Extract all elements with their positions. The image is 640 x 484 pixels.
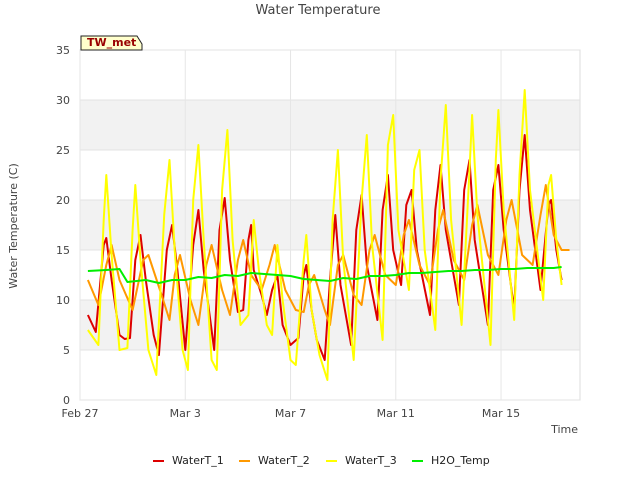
legend-item: WaterT_3: [326, 454, 397, 467]
legend-label: WaterT_1: [172, 454, 224, 467]
x-tick-label: Mar 3: [170, 407, 201, 420]
series-line-h2o-temp: [87, 266, 562, 284]
y-tick-label: 10: [56, 294, 70, 307]
chart-title: Water Temperature: [256, 3, 381, 18]
series-line-watert-3: [87, 89, 563, 381]
grid-band: [80, 100, 580, 150]
y-axis-label: Water Temperature (C): [7, 163, 20, 288]
y-tick-label: 25: [56, 144, 70, 157]
x-tick-label: Mar 11: [377, 407, 415, 420]
legend: WaterT_1 WaterT_2 WaterT_3 H2O_Temp: [153, 454, 490, 467]
legend-label: WaterT_2: [258, 454, 310, 467]
legend-item: WaterT_1: [153, 454, 224, 467]
legend-label: WaterT_3: [345, 454, 397, 467]
y-tick-label: 35: [56, 44, 70, 57]
legend-label: H2O_Temp: [431, 454, 490, 467]
site-badge-box: [80, 35, 143, 51]
series-lines: [86, 89, 570, 381]
series-line-watert-2: [86, 184, 570, 326]
y-tick-label: 5: [63, 344, 70, 357]
y-tick-label: 0: [63, 394, 70, 407]
legend-item: H2O_Temp: [412, 454, 490, 467]
y-tick-label: 15: [56, 244, 70, 257]
site-badge-label: TW_met: [87, 36, 136, 49]
x-tick-label: Feb 27: [62, 407, 99, 420]
x-tick-label: Mar 15: [482, 407, 520, 420]
legend-item: WaterT_2: [239, 454, 310, 467]
x-tick-label: Mar 7: [275, 407, 306, 420]
site-badge: TW_met: [80, 35, 143, 51]
y-tick-label: 30: [56, 94, 70, 107]
x-axis-label: Time: [550, 423, 578, 436]
y-tick-label: 20: [56, 194, 70, 207]
